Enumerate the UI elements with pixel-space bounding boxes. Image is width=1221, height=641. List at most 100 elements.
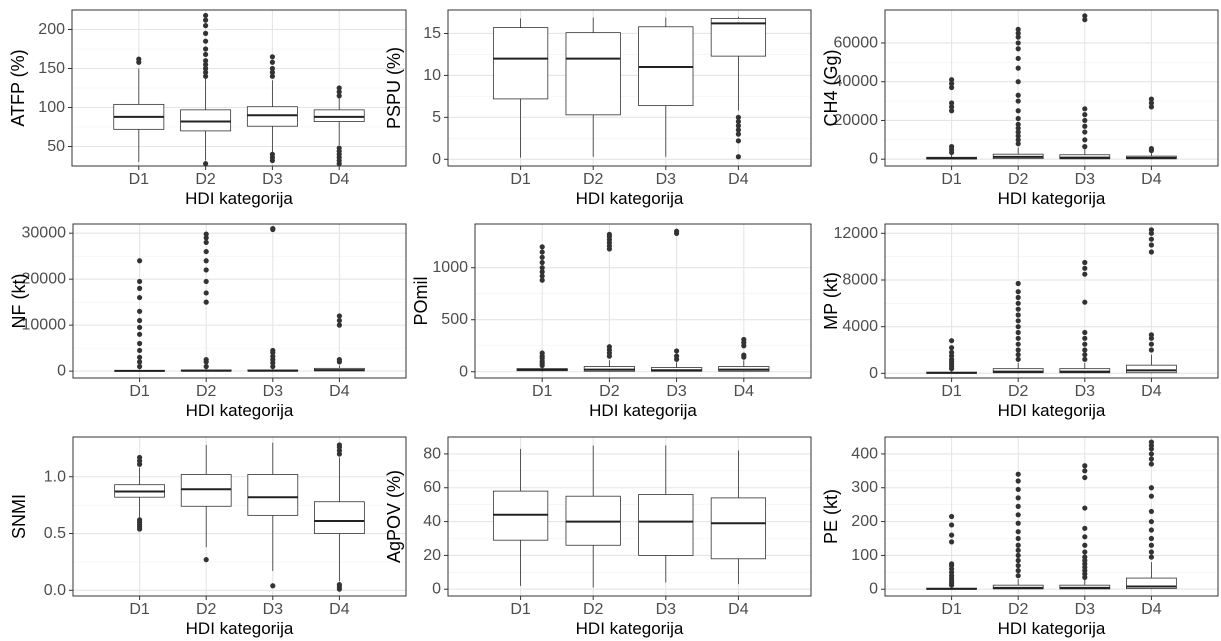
y-tick-label: 300 (851, 479, 878, 496)
panel-6: 0 4000 8000 12000 D1 D2 D3 D4 HDI kategorija MP (… (821, 223, 1219, 420)
outlier-point (1015, 329, 1021, 336)
outlier-point (1082, 13, 1088, 19)
iqr-box (710, 497, 767, 560)
outlier-point (1015, 568, 1021, 574)
y-tick-label: 100 (38, 99, 65, 116)
outlier-point (1082, 474, 1088, 481)
x-tick-label: D2 (196, 601, 217, 618)
outlier-point (203, 235, 209, 241)
outlier-point (735, 131, 742, 137)
y-tick-label: 0 (869, 365, 878, 382)
outlier-point (203, 161, 209, 167)
y-tick-label: 0 (459, 363, 468, 380)
panel-border (884, 436, 1219, 597)
panel-border (447, 436, 812, 597)
x-tick-label: D1 (510, 601, 531, 618)
outlier-point (1015, 486, 1021, 493)
outlier-point (735, 138, 742, 144)
outlier-point (203, 73, 209, 79)
iqr-box (247, 474, 299, 516)
outlier-point (269, 65, 275, 72)
outlier-point (203, 258, 209, 264)
iqr-box (246, 106, 298, 127)
x-tick-label: D3 (263, 383, 284, 400)
outlier-point (269, 59, 275, 65)
outlier-point (949, 104, 955, 110)
x-axis-title: HDI kategorija (589, 401, 697, 420)
outlier-point (949, 349, 955, 355)
box-D4 (1126, 439, 1177, 590)
outlier-point (203, 62, 209, 68)
outlier-point (1148, 100, 1154, 106)
outlier-point (137, 354, 143, 360)
outlier-point (137, 294, 143, 301)
x-tick-label: D2 (583, 171, 604, 188)
box-D1 (114, 454, 165, 532)
x-axis-title: HDI kategorija (576, 189, 684, 208)
box-D4 (710, 16, 767, 160)
outlier-point (1082, 356, 1088, 362)
outlier-point (1082, 468, 1088, 474)
outlier-point (1015, 529, 1021, 535)
outlier-point (137, 258, 143, 264)
y-axis-title: ATFP (%) (8, 49, 28, 126)
outlier-point (1082, 554, 1088, 560)
outlier-point (1015, 306, 1021, 312)
box-D2 (583, 231, 636, 372)
outlier-point (203, 58, 209, 64)
y-tick-label: 0 (869, 581, 878, 598)
box-D4 (314, 442, 365, 592)
outlier-point (741, 336, 747, 343)
outlier-point (539, 277, 545, 283)
outlier-point (606, 231, 613, 238)
x-tick-label: D4 (728, 171, 749, 188)
y-tick-label: 0.5 (44, 525, 66, 542)
outlier-point (1015, 280, 1021, 287)
outlier-point (1148, 461, 1154, 467)
x-tick-label: D2 (196, 383, 217, 400)
x-tick-label: D1 (510, 171, 531, 188)
outlier-point (1082, 123, 1088, 129)
outlier-point (606, 344, 613, 350)
x-tick-label: D4 (1141, 383, 1162, 400)
outlier-point (539, 269, 545, 275)
panel-border (71, 9, 407, 167)
outlier-point (1015, 335, 1021, 341)
outlier-point (1015, 129, 1021, 135)
outlier-point (203, 239, 209, 245)
x-axis-title: HDI kategorija (185, 189, 293, 208)
outlier-point (1148, 96, 1154, 102)
x-tick-label: D3 (1075, 171, 1096, 188)
x-axis-title: HDI kategorija (576, 619, 684, 638)
outlier-point (539, 350, 545, 356)
outlier-point (336, 317, 342, 324)
outlier-point (336, 85, 342, 91)
x-tick-label: D1 (129, 171, 150, 188)
y-axis-title: CH4 (Gg) (821, 49, 841, 126)
box-D4 (1126, 96, 1177, 160)
plot-area (73, 224, 406, 378)
outlier-point (1015, 324, 1021, 330)
outlier-point (1015, 318, 1021, 324)
outlier-point (203, 357, 209, 363)
outlier-point (270, 347, 276, 354)
outlier-point (539, 273, 545, 279)
y-tick-label: 1.0 (44, 468, 66, 485)
outlier-point (949, 108, 955, 114)
iqr-box (492, 27, 549, 100)
panel-border (72, 223, 407, 379)
y-tick-label: 15 (423, 25, 441, 42)
outlier-point (1148, 236, 1154, 242)
outlier-point (1015, 312, 1021, 318)
outlier-point (336, 93, 342, 99)
outlier-point (203, 557, 209, 563)
outlier-point (1015, 108, 1021, 114)
outlier-point (137, 359, 143, 365)
outlier-point (1082, 335, 1088, 341)
plot-area (885, 437, 1218, 596)
outlier-point (269, 151, 275, 157)
outlier-point (1015, 562, 1021, 569)
outlier-point (1015, 79, 1021, 85)
outlier-point (203, 12, 209, 19)
outlier-point (336, 322, 342, 328)
